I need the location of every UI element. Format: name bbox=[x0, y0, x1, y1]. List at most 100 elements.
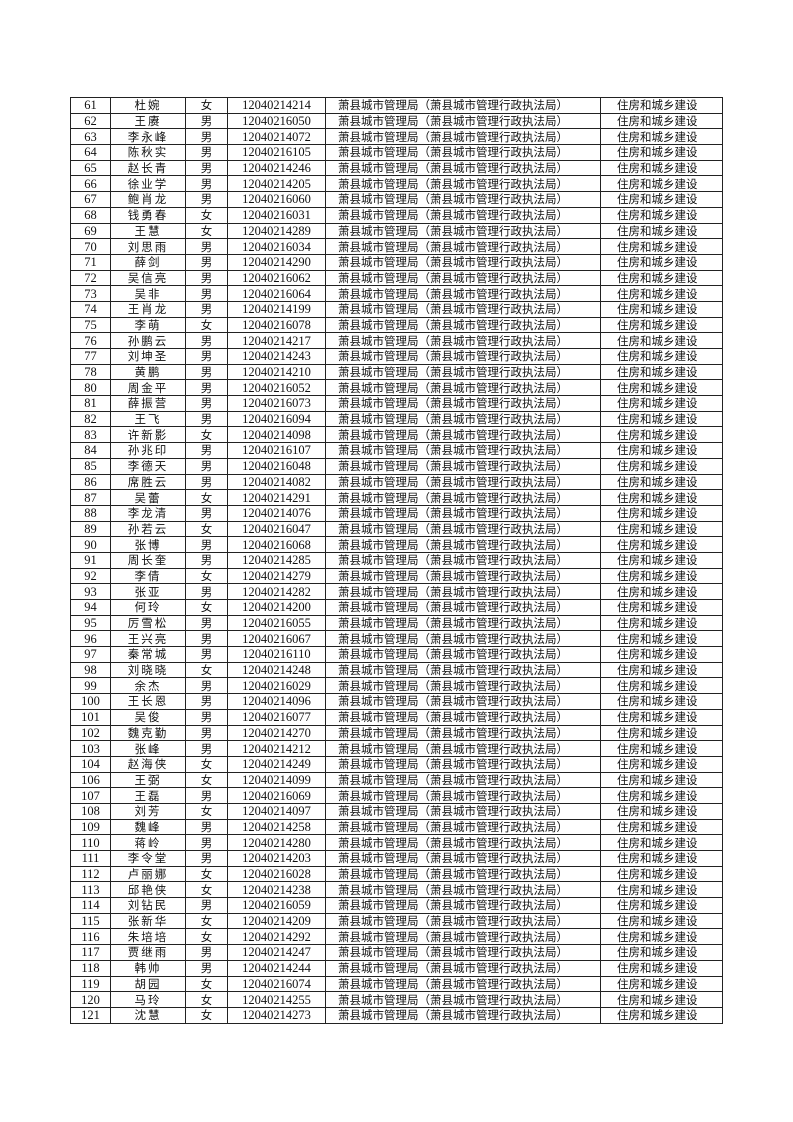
employer-unit: 萧县城市管理局（萧县城市管理行政执法局） bbox=[325, 755, 601, 773]
candidate-name: 李萌 bbox=[110, 316, 186, 334]
employer-unit: 萧县城市管理局（萧县城市管理行政执法局） bbox=[325, 395, 601, 412]
row-number: 82 bbox=[70, 410, 111, 428]
exam-id: 12040216029 bbox=[227, 677, 326, 695]
table-row: 101 吴俊男 12040216077 萧县城市管理局（萧县城市管理行政执法局） 住房和… bbox=[70, 708, 723, 726]
gender: 男 bbox=[185, 850, 228, 867]
exam-id: 12040214270 bbox=[227, 724, 326, 742]
candidate-name: 马玲 bbox=[110, 991, 186, 1008]
row-number: 77 bbox=[70, 348, 111, 365]
candidate-name: 李永峰 bbox=[110, 128, 186, 146]
employer-unit: 萧县城市管理局（萧县城市管理行政执法局） bbox=[325, 599, 601, 616]
table-row: 100 王长恩男 12040214096 萧县城市管理局（萧县城市管理行政执法局） 住房… bbox=[70, 693, 723, 710]
candidate-name: 李令堂 bbox=[110, 850, 186, 867]
job-category: 住房和城乡建设 bbox=[600, 677, 723, 695]
exam-id: 12040214244 bbox=[227, 959, 326, 977]
employer-unit: 萧县城市管理局（萧县城市管理行政执法局） bbox=[325, 944, 601, 961]
gender: 女 bbox=[185, 865, 228, 883]
row-number: 98 bbox=[70, 661, 111, 679]
job-category: 住房和城乡建设 bbox=[600, 551, 723, 569]
gender: 男 bbox=[185, 536, 228, 553]
employer-unit: 萧县城市管理局（萧县城市管理行政执法局） bbox=[325, 661, 601, 679]
row-number: 69 bbox=[70, 222, 111, 240]
employer-unit: 萧县城市管理局（萧县城市管理行政执法局） bbox=[325, 802, 601, 820]
job-category: 住房和城乡建设 bbox=[600, 536, 723, 553]
exam-id: 12040214292 bbox=[227, 928, 326, 946]
table-row: 64 陈秋实男 12040216105 萧县城市管理局（萧县城市管理行政执法局） 住房和… bbox=[70, 144, 723, 161]
job-category: 住房和城乡建设 bbox=[600, 426, 723, 444]
row-number: 102 bbox=[70, 724, 111, 742]
candidate-name: 鲍肖龙 bbox=[110, 191, 186, 208]
employer-unit: 萧县城市管理局（萧县城市管理行政执法局） bbox=[325, 316, 601, 334]
exam-id: 12040216107 bbox=[227, 442, 326, 459]
gender: 女 bbox=[185, 928, 228, 946]
job-category: 住房和城乡建设 bbox=[600, 222, 723, 240]
candidate-name: 刘芳 bbox=[110, 802, 186, 820]
employer-unit: 萧县城市管理局（萧县城市管理行政执法局） bbox=[325, 583, 601, 600]
job-category: 住房和城乡建设 bbox=[600, 363, 723, 381]
row-number: 112 bbox=[70, 865, 111, 883]
gender: 男 bbox=[185, 693, 228, 710]
exam-id: 12040216028 bbox=[227, 865, 326, 883]
exam-id: 12040216068 bbox=[227, 536, 326, 553]
table-row: 88 李龙清男 12040214076 萧县城市管理局（萧县城市管理行政执法局） 住房和… bbox=[70, 504, 723, 522]
candidate-name: 卢丽娜 bbox=[110, 865, 186, 883]
exam-id: 12040214212 bbox=[227, 740, 326, 757]
gender: 女 bbox=[185, 520, 228, 538]
gender: 男 bbox=[185, 363, 228, 381]
candidate-name: 贾继雨 bbox=[110, 944, 186, 961]
candidate-name: 王飞 bbox=[110, 410, 186, 428]
candidate-name: 赵长青 bbox=[110, 159, 186, 177]
table-row: 102 魏克勤男 12040214270 萧县城市管理局（萧县城市管理行政执法局） 住房… bbox=[70, 724, 723, 742]
candidate-name: 黄鹏 bbox=[110, 363, 186, 381]
row-number: 70 bbox=[70, 238, 111, 255]
gender: 女 bbox=[185, 599, 228, 616]
table-row: 94 何玲女 12040214200 萧县城市管理局（萧县城市管理行政执法局） 住房和城… bbox=[70, 599, 723, 616]
table-row: 78 黄鹏男 12040214210 萧县城市管理局（萧县城市管理行政执法局） 住房和城… bbox=[70, 363, 723, 381]
employer-unit: 萧县城市管理局（萧县城市管理行政执法局） bbox=[325, 850, 601, 867]
gender: 男 bbox=[185, 128, 228, 146]
candidate-name: 薛振营 bbox=[110, 395, 186, 412]
table-row: 115 张新华女 12040214209 萧县城市管理局（萧县城市管理行政执法局） 住房… bbox=[70, 912, 723, 930]
job-category: 住房和城乡建设 bbox=[600, 144, 723, 161]
job-category: 住房和城乡建设 bbox=[600, 834, 723, 851]
gender: 男 bbox=[185, 787, 228, 804]
table-row: 90 张博男 12040216068 萧县城市管理局（萧县城市管理行政执法局） 住房和城… bbox=[70, 536, 723, 553]
table-row: 109 魏峰男 12040214258 萧县城市管理局（萧县城市管理行政执法局） 住房和… bbox=[70, 818, 723, 836]
exam-id: 12040214217 bbox=[227, 332, 326, 349]
exam-id: 12040214255 bbox=[227, 991, 326, 1008]
employer-unit: 萧县城市管理局（萧县城市管理行政执法局） bbox=[325, 881, 601, 899]
row-number: 117 bbox=[70, 944, 111, 961]
row-number: 113 bbox=[70, 881, 111, 899]
job-category: 住房和城乡建设 bbox=[600, 708, 723, 726]
gender: 女 bbox=[185, 991, 228, 1008]
job-category: 住房和城乡建设 bbox=[600, 206, 723, 224]
employer-unit: 萧县城市管理局（萧县城市管理行政执法局） bbox=[325, 567, 601, 585]
candidate-name: 胡园 bbox=[110, 975, 186, 993]
exam-id: 12040214290 bbox=[227, 253, 326, 271]
employer-unit: 萧县城市管理局（萧县城市管理行政执法局） bbox=[325, 159, 601, 177]
table-row: 71 薛剑男 12040214290 萧县城市管理局（萧县城市管理行政执法局） 住房和城… bbox=[70, 253, 723, 271]
job-category: 住房和城乡建设 bbox=[600, 959, 723, 977]
row-number: 68 bbox=[70, 206, 111, 224]
table-row: 112 卢丽娜女 12040216028 萧县城市管理局（萧县城市管理行政执法局） 住房… bbox=[70, 865, 723, 883]
employer-unit: 萧县城市管理局（萧县城市管理行政执法局） bbox=[325, 928, 601, 946]
gender: 男 bbox=[185, 551, 228, 569]
gender: 男 bbox=[185, 191, 228, 208]
employer-unit: 萧县城市管理局（萧县城市管理行政执法局） bbox=[325, 410, 601, 428]
table-row: 95 厉雪松男 12040216055 萧县城市管理局（萧县城市管理行政执法局） 住房和… bbox=[70, 614, 723, 632]
candidate-name: 孙若云 bbox=[110, 520, 186, 538]
exam-id: 12040214096 bbox=[227, 693, 326, 710]
gender: 男 bbox=[185, 379, 228, 397]
table-row: 110 蒋岭男 12040214280 萧县城市管理局（萧县城市管理行政执法局） 住房和… bbox=[70, 834, 723, 851]
table-row: 67 鲍肖龙男 12040216060 萧县城市管理局（萧县城市管理行政执法局） 住房和… bbox=[70, 191, 723, 208]
exam-id: 12040214076 bbox=[227, 504, 326, 522]
employer-unit: 萧县城市管理局（萧县城市管理行政执法局） bbox=[325, 442, 601, 459]
gender: 男 bbox=[185, 175, 228, 193]
gender: 男 bbox=[185, 959, 228, 977]
row-number: 103 bbox=[70, 740, 111, 757]
candidate-name: 韩帅 bbox=[110, 959, 186, 977]
job-category: 住房和城乡建设 bbox=[600, 457, 723, 475]
gender: 男 bbox=[185, 708, 228, 726]
job-category: 住房和城乡建设 bbox=[600, 724, 723, 742]
employer-unit: 萧县城市管理局（萧县城市管理行政执法局） bbox=[325, 724, 601, 742]
